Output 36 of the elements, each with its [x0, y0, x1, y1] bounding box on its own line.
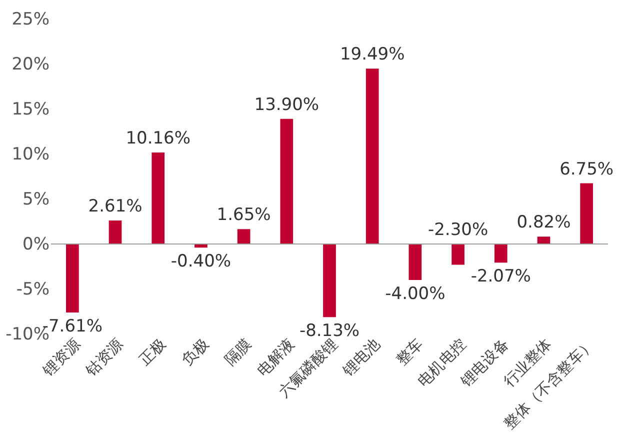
data-label: -0.40% — [170, 252, 232, 272]
x-tick-label: 锂电池 — [338, 335, 384, 380]
y-tick-label: 5% — [22, 190, 50, 210]
data-label: -4.00% — [385, 284, 446, 304]
bar — [537, 236, 550, 244]
bar — [580, 183, 594, 244]
x-tick-label: 正极 — [135, 335, 170, 370]
data-label: 0.82% — [516, 212, 571, 233]
bar — [408, 244, 422, 280]
data-label: 6.75% — [560, 159, 614, 180]
bar — [366, 68, 379, 244]
y-tick-label: 15% — [12, 100, 50, 120]
bar — [452, 244, 464, 265]
data-label: -2.07% — [470, 266, 531, 287]
x-tick-label: 钴资源 — [81, 335, 127, 380]
y-tick-label: -5% — [16, 280, 50, 300]
data-label: 1.65% — [216, 205, 271, 226]
bar — [237, 229, 250, 244]
data-label: 19.49% — [340, 44, 405, 65]
bar — [66, 244, 79, 312]
x-tick-label: 整车 — [392, 335, 427, 370]
x-tick-label: 负极 — [178, 335, 212, 370]
bar — [280, 118, 294, 244]
y-tick-label: 0% — [22, 234, 50, 254]
y-tick-label: 20% — [12, 54, 50, 74]
y-tick-label: 25% — [12, 10, 50, 30]
data-label: -2.30% — [428, 220, 488, 240]
bar — [108, 220, 122, 244]
data-label: 10.16% — [126, 128, 191, 149]
y-tick-label: 10% — [12, 144, 50, 164]
x-tick-label: 隔膜 — [221, 335, 256, 370]
data-label: 13.90% — [254, 94, 320, 115]
bar — [152, 152, 165, 244]
bar — [323, 244, 336, 318]
data-label: 2.61% — [88, 196, 142, 217]
bar — [494, 244, 508, 263]
